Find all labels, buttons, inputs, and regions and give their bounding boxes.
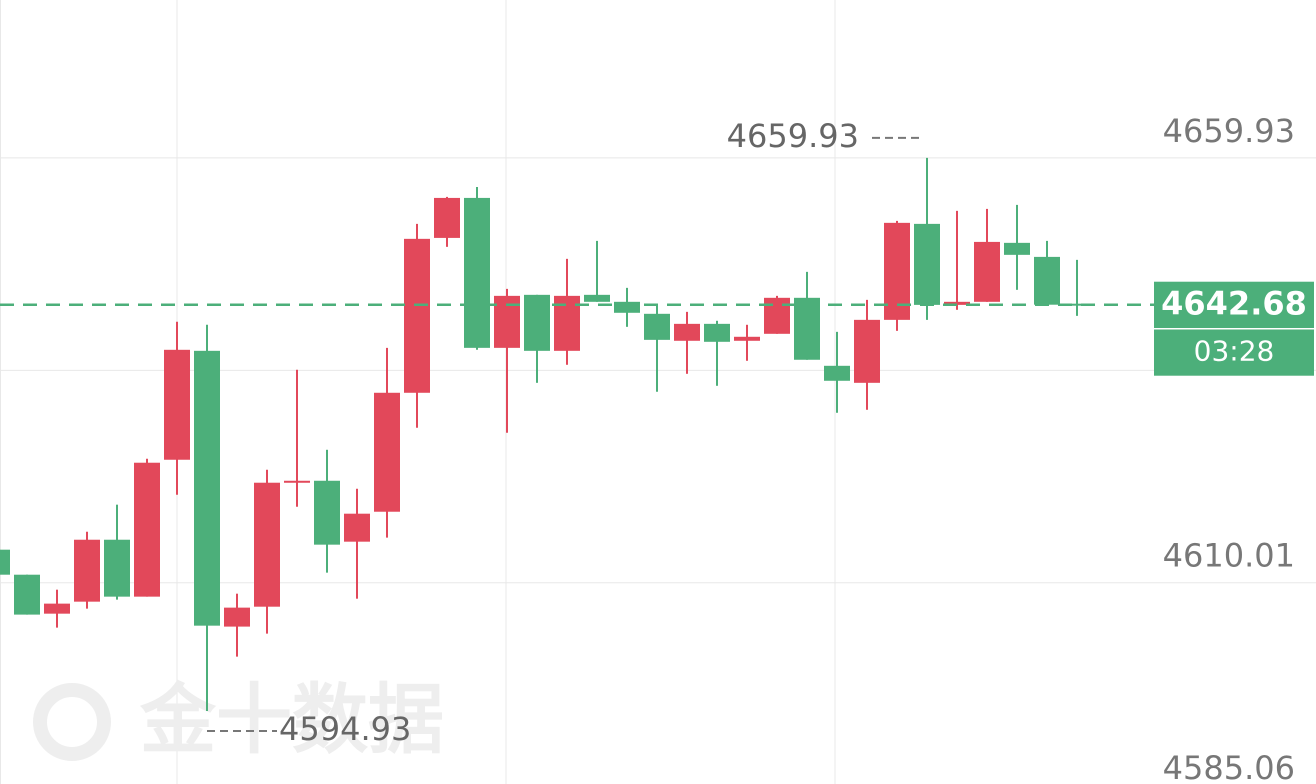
candle-body	[764, 297, 790, 334]
candle-body	[914, 223, 940, 305]
candle-body	[1004, 242, 1030, 255]
candle-body	[134, 462, 160, 597]
low-marker-label: 4594.93	[279, 710, 411, 748]
candle-body	[734, 336, 760, 341]
candle-body	[434, 197, 460, 238]
candle-body	[704, 323, 730, 342]
candle-body	[464, 197, 490, 348]
y-tick-label: 4610.01	[1163, 537, 1295, 575]
y-tick-label: 4659.93	[1163, 112, 1295, 150]
candle-body	[224, 607, 250, 627]
candle-body	[344, 513, 370, 542]
candle-body	[314, 480, 340, 545]
candle-body	[944, 301, 970, 305]
candle-body	[74, 539, 100, 602]
candle-body	[1064, 303, 1090, 306]
countdown: 03:28	[1194, 335, 1275, 368]
candle-body	[974, 241, 1000, 302]
watermark: 金十数据	[139, 675, 444, 764]
candle-body	[794, 297, 820, 360]
candle-body	[14, 574, 40, 615]
last-price-label: 4642.68	[1161, 285, 1307, 323]
candle-body	[644, 313, 670, 340]
candle-body	[374, 392, 400, 512]
candle-body	[824, 365, 850, 381]
candle-body	[104, 539, 130, 597]
candle-body	[674, 323, 700, 341]
candle-body	[284, 480, 310, 483]
y-tick-label: 4585.06	[1163, 749, 1295, 784]
candle-body	[164, 349, 190, 460]
candle-body	[254, 482, 280, 607]
candle-body	[584, 294, 610, 302]
watermark-logo	[33, 683, 111, 761]
candle-body	[404, 238, 430, 393]
candle-body	[854, 319, 880, 383]
high-marker-label: 4659.93	[727, 117, 859, 155]
candle-body	[1034, 256, 1060, 305]
candle-body	[0, 549, 10, 575]
candle-body	[524, 294, 550, 351]
candle-body	[614, 301, 640, 313]
candle-body	[194, 350, 220, 626]
candle-body	[44, 603, 70, 614]
